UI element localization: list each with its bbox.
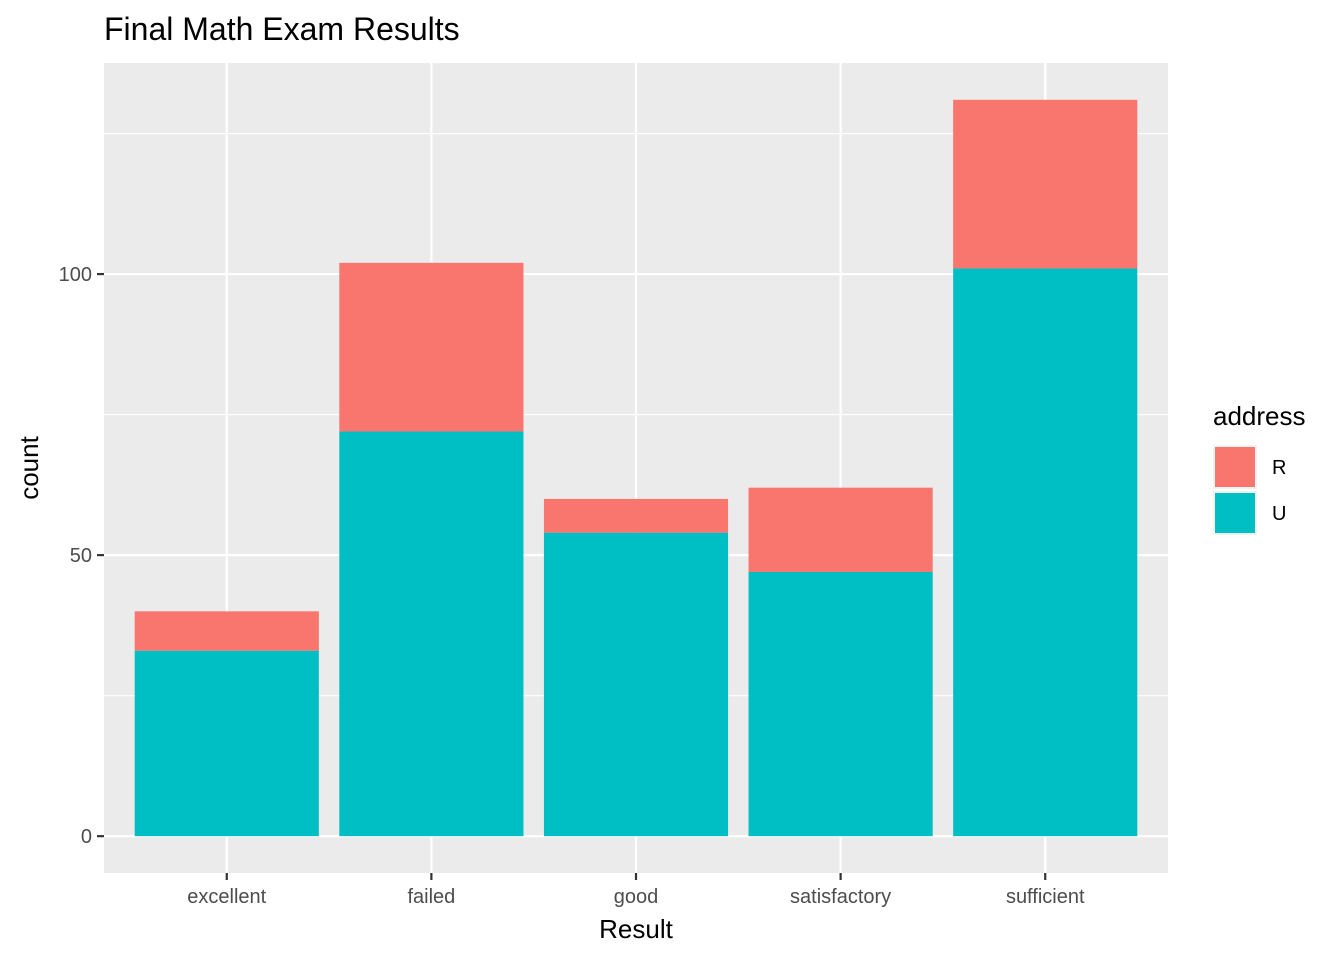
x-tick-label: satisfactory xyxy=(790,886,891,908)
bar-satisfactory-U xyxy=(748,571,933,837)
bars xyxy=(134,99,1138,837)
x-tick-label: good xyxy=(614,886,659,908)
bar-excellent-R xyxy=(134,611,319,651)
bar-good-R xyxy=(543,498,729,533)
x-tick-label: sufficient xyxy=(1006,886,1085,908)
x-axis: excellent failed good satisfactory sufficien… xyxy=(187,873,1085,908)
x-tick-label: excellent xyxy=(187,886,266,908)
bar-failed-U xyxy=(339,431,524,837)
y-axis: 0 50 100 xyxy=(59,264,104,848)
x-tick-label: failed xyxy=(407,886,455,908)
y-tick-label: 100 xyxy=(59,264,92,286)
legend-title: address xyxy=(1213,401,1306,431)
bar-excellent-U xyxy=(134,650,319,837)
y-axis-title: count xyxy=(14,435,44,499)
bar-sufficient-U xyxy=(953,268,1138,837)
chart-title: Final Math Exam Results xyxy=(104,11,460,47)
x-axis-title: Result xyxy=(599,914,673,944)
y-tick-label: 50 xyxy=(70,545,92,567)
legend-label-U: U xyxy=(1272,503,1286,525)
legend-swatch-U xyxy=(1215,493,1255,533)
bar-satisfactory-R xyxy=(748,487,933,572)
bar-good-U xyxy=(543,532,729,837)
y-tick-label: 0 xyxy=(81,826,92,848)
legend: address R U xyxy=(1213,401,1306,535)
bar-failed-R xyxy=(339,262,524,432)
bar-sufficient-R xyxy=(953,99,1138,269)
legend-swatch-R xyxy=(1215,447,1255,487)
legend-label-R: R xyxy=(1272,457,1286,479)
